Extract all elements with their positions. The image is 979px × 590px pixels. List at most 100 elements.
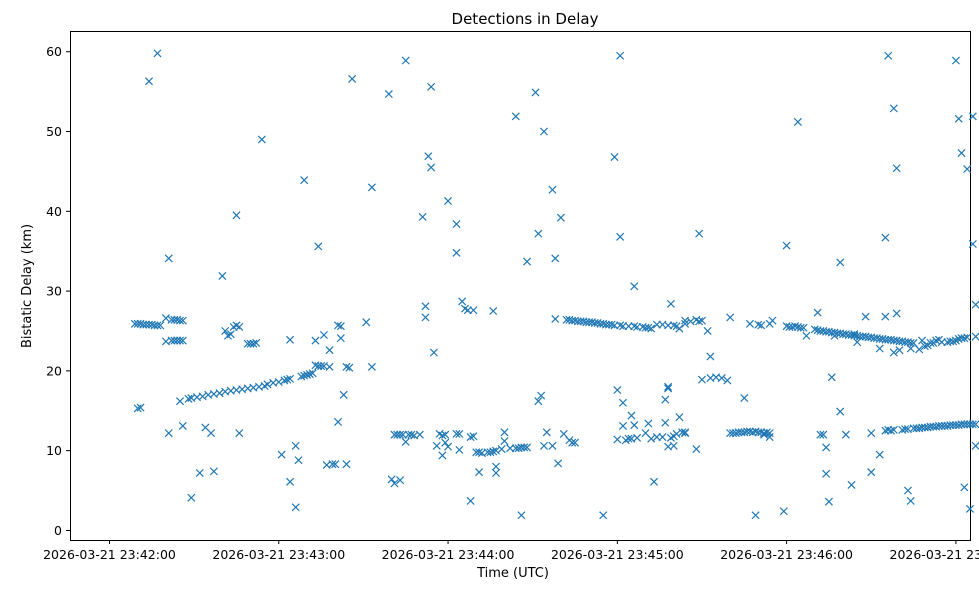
data-point bbox=[697, 375, 706, 384]
data-point bbox=[915, 345, 924, 354]
data-point bbox=[444, 196, 453, 205]
data-point bbox=[836, 258, 845, 267]
data-point bbox=[850, 330, 859, 339]
data-point bbox=[421, 313, 430, 322]
data-point bbox=[669, 441, 678, 450]
data-point bbox=[799, 323, 808, 332]
data-point bbox=[779, 507, 788, 516]
data-point bbox=[486, 448, 495, 457]
data-point bbox=[971, 300, 979, 309]
data-point bbox=[968, 112, 977, 121]
data-point bbox=[441, 430, 450, 439]
data-point bbox=[822, 469, 831, 478]
plot-area bbox=[70, 31, 971, 541]
data-point bbox=[475, 468, 484, 477]
data-point bbox=[630, 421, 639, 430]
data-point bbox=[390, 479, 399, 488]
data-point bbox=[616, 51, 625, 60]
data-point bbox=[523, 443, 532, 452]
data-point bbox=[444, 442, 453, 451]
data-point bbox=[542, 428, 551, 437]
y-tick-label: 20 bbox=[46, 363, 62, 378]
data-point bbox=[968, 239, 977, 249]
data-point bbox=[339, 390, 348, 399]
data-point bbox=[889, 348, 898, 357]
data-point bbox=[207, 429, 216, 438]
data-point bbox=[810, 325, 819, 334]
data-point bbox=[889, 104, 898, 113]
data-point bbox=[630, 282, 639, 291]
data-point bbox=[336, 322, 345, 331]
data-point bbox=[920, 342, 929, 351]
data-point bbox=[534, 397, 543, 406]
data-point bbox=[218, 271, 227, 280]
data-point bbox=[305, 370, 314, 379]
data-point bbox=[367, 362, 376, 371]
data-point bbox=[500, 437, 509, 446]
data-point bbox=[455, 429, 464, 438]
data-point bbox=[520, 443, 529, 452]
data-point bbox=[257, 135, 266, 144]
data-point bbox=[827, 373, 836, 382]
y-axis-label: Bistatic Delay (km) bbox=[20, 224, 35, 348]
data-point bbox=[692, 445, 701, 454]
data-point bbox=[909, 338, 918, 347]
data-point bbox=[618, 421, 628, 430]
data-point bbox=[387, 475, 396, 484]
y-tick-label: 60 bbox=[46, 44, 62, 59]
data-point bbox=[681, 319, 690, 328]
data-point bbox=[209, 467, 218, 476]
data-point bbox=[232, 211, 241, 220]
data-point bbox=[328, 460, 337, 469]
data-point bbox=[401, 437, 410, 446]
data-point bbox=[875, 450, 884, 459]
data-point bbox=[334, 417, 343, 426]
data-point bbox=[630, 322, 639, 331]
data-point bbox=[235, 322, 244, 332]
data-point bbox=[418, 212, 427, 221]
data-point bbox=[184, 394, 193, 403]
data-point bbox=[407, 430, 416, 439]
data-point bbox=[616, 321, 625, 330]
data-point bbox=[489, 447, 498, 456]
data-point bbox=[791, 322, 800, 331]
data-point bbox=[599, 511, 608, 520]
x-tick-label: 2026-03-21 23:47:00 bbox=[890, 547, 979, 562]
data-point bbox=[263, 380, 272, 389]
data-point bbox=[427, 82, 436, 91]
data-point bbox=[198, 392, 207, 401]
data-point bbox=[610, 153, 619, 162]
data-point bbox=[664, 384, 673, 393]
data-point bbox=[661, 395, 670, 404]
data-point bbox=[491, 462, 501, 471]
data-point bbox=[187, 493, 196, 502]
data-point bbox=[314, 242, 323, 251]
data-point bbox=[438, 451, 447, 460]
data-point bbox=[751, 511, 760, 520]
data-point bbox=[235, 429, 244, 438]
data-point bbox=[311, 336, 320, 345]
data-point bbox=[178, 316, 187, 325]
data-point bbox=[551, 254, 560, 263]
data-point bbox=[300, 371, 309, 380]
data-point bbox=[325, 362, 334, 371]
data-point bbox=[960, 483, 969, 492]
data-point bbox=[441, 438, 450, 447]
data-point bbox=[669, 321, 678, 330]
data-point bbox=[452, 220, 461, 229]
data-point bbox=[164, 254, 173, 263]
data-points bbox=[130, 49, 979, 520]
data-point bbox=[302, 370, 312, 379]
data-point bbox=[294, 456, 303, 465]
data-point bbox=[695, 229, 704, 238]
data-point bbox=[176, 316, 185, 325]
data-point bbox=[892, 309, 901, 318]
data-point bbox=[824, 497, 833, 506]
data-point bbox=[816, 430, 825, 439]
data-point bbox=[319, 330, 328, 339]
data-point bbox=[664, 382, 673, 391]
data-point bbox=[867, 468, 876, 477]
x-tick-label: 2026-03-21 23:43:00 bbox=[212, 547, 345, 562]
data-point bbox=[548, 441, 557, 450]
data-point bbox=[438, 431, 447, 440]
